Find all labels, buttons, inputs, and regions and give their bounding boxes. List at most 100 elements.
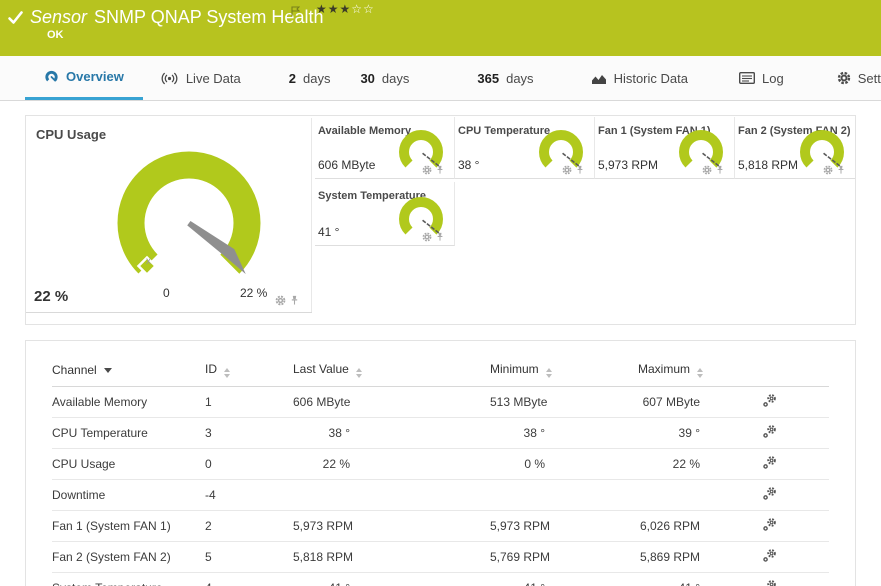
gauge-scale-max: 22 %	[240, 286, 268, 300]
tab-2-days[interactable]: 2 days	[289, 56, 331, 100]
pushpin-icon[interactable]	[837, 165, 845, 175]
maximum-value: 6,026 RPM	[638, 510, 762, 542]
edit-channel-icon[interactable]	[762, 455, 777, 470]
tab-label: Live Data	[185, 70, 241, 86]
star-empty-icon[interactable]: ☆☆	[351, 2, 375, 16]
gauge-cell-fan-1: Fan 1 (System FAN 1) 5,973 RPM	[595, 117, 735, 179]
pushpin-icon[interactable]	[290, 295, 299, 306]
table-row: Fan 1 (System FAN 1) 2 5,973 RPM 5,973 R…	[52, 510, 829, 542]
channel-id: 4	[205, 572, 293, 586]
gear-icon[interactable]	[422, 165, 432, 175]
channel-id: 2	[205, 510, 293, 542]
priority-stars[interactable]: ★★★☆☆	[316, 2, 375, 16]
tab-bar: Overview Live Data 2 days 30 days 365 da…	[0, 56, 881, 101]
column-header-last-value[interactable]: Last Value	[293, 353, 490, 387]
tab-365-days[interactable]: 365 days	[477, 56, 533, 100]
cpu-usage-value: 22 %	[34, 288, 69, 305]
tab-label: days	[506, 70, 534, 86]
channel-name: System Temperature	[52, 572, 205, 586]
primary-gauge-title: CPU Usage	[36, 127, 107, 142]
table-row: CPU Usage 0 22 % 0 % 22 %	[52, 448, 829, 480]
column-header-actions	[762, 353, 829, 387]
tab-historic-data[interactable]: Historic Data	[591, 56, 688, 100]
object-type-label: Sensor	[30, 7, 88, 27]
channel-name: CPU Temperature	[52, 417, 205, 449]
minimum-value: 5,973 RPM	[490, 510, 638, 542]
edit-channel-icon[interactable]	[762, 579, 777, 586]
channel-id: 0	[205, 448, 293, 480]
channel-name: Downtime	[52, 479, 205, 511]
gauge-cell-fan-2: Fan 2 (System FAN 2) 5,818 RPM	[735, 117, 855, 179]
channel-table: Channel ID Last Value Minimum Maximum Av…	[52, 353, 829, 586]
last-value: 5,973 RPM	[293, 510, 490, 542]
gauge-value: 5,973 RPM	[598, 158, 659, 172]
last-value: 41 °	[293, 572, 490, 586]
gauge-value: 5,818 RPM	[738, 158, 799, 172]
tab-live-data[interactable]: Live Data	[160, 56, 241, 100]
last-value: 22 %	[293, 448, 490, 480]
last-value: 38 °	[293, 417, 490, 449]
gauge-value: 606 MByte	[318, 158, 376, 172]
channel-id: 1	[205, 386, 293, 418]
tab-label: Settings	[857, 70, 881, 86]
star-filled-icon[interactable]: ★★★	[316, 2, 352, 16]
gear-icon[interactable]	[562, 165, 572, 175]
sort-icon	[224, 368, 230, 378]
column-header-channel[interactable]: Channel	[52, 353, 205, 387]
gear-icon[interactable]	[823, 165, 833, 175]
column-header-id[interactable]: ID	[205, 353, 293, 387]
edit-channel-icon[interactable]	[762, 517, 777, 532]
table-row: Available Memory 1 606 MByte 513 MByte 6…	[52, 386, 829, 418]
sort-icon	[697, 368, 704, 378]
edit-channel-icon[interactable]	[762, 486, 777, 501]
edit-channel-icon[interactable]	[762, 393, 777, 408]
pushpin-icon[interactable]	[436, 165, 444, 175]
channel-id: -4	[205, 479, 293, 511]
maximum-value: 607 MByte	[638, 386, 762, 418]
gauge-cell-cpu-temperature: CPU Temperature 38 °	[455, 117, 595, 179]
sort-icon	[355, 368, 362, 378]
edit-channel-icon[interactable]	[762, 424, 777, 439]
channel-table-panel: Channel ID Last Value Minimum Maximum Av…	[25, 340, 856, 586]
area-chart-icon	[591, 72, 607, 85]
pushpin-icon[interactable]	[436, 232, 444, 242]
divider	[26, 312, 312, 313]
log-list-icon	[738, 72, 755, 84]
minimum-value: 5,769 RPM	[490, 541, 638, 573]
last-value: 606 MByte	[293, 386, 490, 418]
channel-id: 5	[205, 541, 293, 573]
tab-overview[interactable]: Overview	[25, 56, 143, 100]
table-row: Downtime -4	[52, 479, 829, 511]
gear-icon[interactable]	[275, 295, 286, 306]
gauge-value: 41 °	[318, 225, 340, 239]
tab-log[interactable]: Log	[738, 56, 784, 100]
minimum-value: 41 °	[490, 572, 638, 586]
table-row: CPU Temperature 3 38 ° 38 ° 39 °	[52, 417, 829, 449]
table-header-row: Channel ID Last Value Minimum Maximum	[52, 353, 829, 387]
gear-icon[interactable]	[422, 232, 432, 242]
gauges-panel: CPU Usage x 0 22 % 22 % Available Memory	[25, 115, 856, 325]
pushpin-icon[interactable]	[716, 165, 724, 175]
tab-30-days[interactable]: 30 days	[360, 56, 409, 100]
priority-flag-icon[interactable]	[291, 6, 300, 17]
sort-icon	[545, 368, 552, 378]
pushpin-icon[interactable]	[576, 165, 584, 175]
column-header-maximum[interactable]: Maximum	[638, 353, 762, 387]
minimum-value: 513 MByte	[490, 386, 638, 418]
gauge-value: 38 °	[458, 158, 480, 172]
maximum-value: 22 %	[638, 448, 762, 480]
table-row: System Temperature 4 41 ° 41 ° 41 °	[52, 572, 829, 586]
last-value: 5,818 RPM	[293, 541, 490, 573]
maximum-value: 5,869 RPM	[638, 541, 762, 573]
edit-channel-icon[interactable]	[762, 548, 777, 563]
sensor-title-bar: Sensor SNMP QNAP System Health ★★★☆☆ OK	[0, 0, 881, 56]
mini-gauge	[399, 130, 443, 174]
column-header-minimum[interactable]: Minimum	[490, 353, 638, 387]
tab-settings[interactable]: Settings	[837, 56, 881, 100]
tab-label: days	[302, 70, 331, 86]
gear-icon[interactable]	[702, 165, 712, 175]
gauge-icon	[44, 69, 59, 84]
mini-gauge	[679, 130, 723, 174]
channel-name: Fan 2 (System FAN 2)	[52, 541, 205, 573]
